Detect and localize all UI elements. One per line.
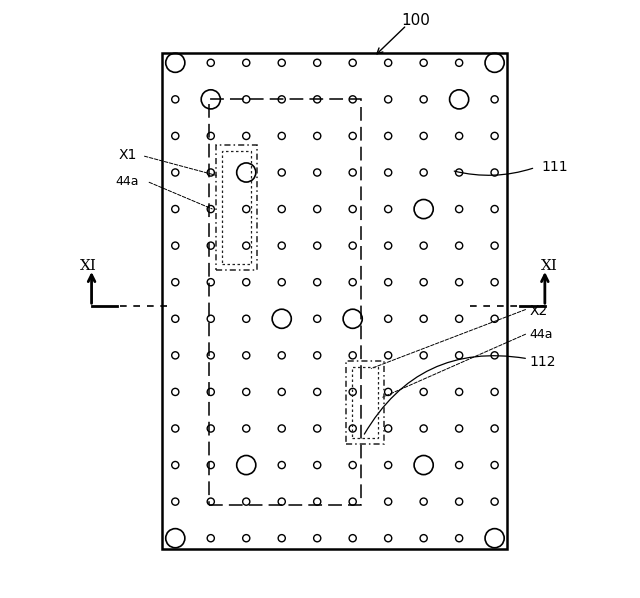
- Bar: [346, 361, 384, 444]
- Text: X2: X2: [529, 304, 548, 318]
- Text: 112: 112: [529, 355, 556, 369]
- Bar: [209, 99, 361, 505]
- Bar: [352, 367, 378, 438]
- Text: 44a: 44a: [529, 328, 553, 341]
- Text: XI: XI: [80, 259, 97, 273]
- FancyArrowPatch shape: [364, 356, 525, 434]
- Bar: [216, 145, 257, 270]
- Text: X1: X1: [118, 148, 136, 163]
- Text: 44a: 44a: [116, 175, 139, 188]
- Text: 111: 111: [541, 160, 568, 175]
- Text: 100: 100: [401, 13, 430, 29]
- Text: XI: XI: [541, 259, 558, 273]
- FancyArrowPatch shape: [454, 168, 532, 175]
- Bar: [161, 53, 507, 549]
- Bar: [222, 151, 251, 264]
